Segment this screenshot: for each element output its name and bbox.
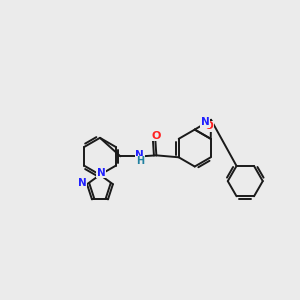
Text: H: H [136,156,144,166]
Text: N: N [78,178,86,188]
Text: O: O [205,121,213,131]
Text: N: N [97,168,105,178]
Text: N: N [136,150,144,160]
Text: O: O [152,131,161,141]
Text: N: N [201,118,209,128]
